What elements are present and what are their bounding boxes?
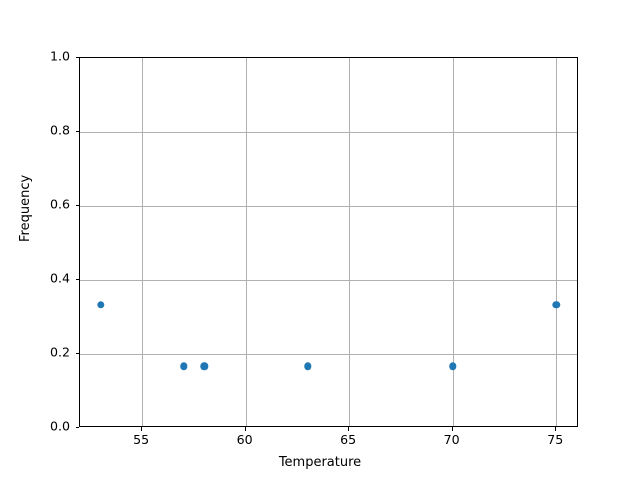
gridline-vertical xyxy=(142,58,144,426)
gridline-vertical xyxy=(349,58,351,426)
plot-axes xyxy=(79,57,578,427)
gridline-vertical xyxy=(556,58,558,426)
scatter-point xyxy=(304,362,312,370)
gridline-vertical xyxy=(452,58,454,426)
y-tick-mark xyxy=(75,205,79,206)
y-tick-label: 0.4 xyxy=(49,270,70,286)
scatter-point xyxy=(97,301,105,309)
gridline-vertical xyxy=(245,58,247,426)
y-tick-label: 1.0 xyxy=(49,48,70,64)
x-tick-label: 65 xyxy=(340,432,357,447)
gridline-horizontal xyxy=(80,354,577,355)
x-tick-mark xyxy=(451,427,453,431)
scatter-point xyxy=(200,362,208,370)
x-tick-label: 75 xyxy=(547,432,564,447)
x-tick-label: 55 xyxy=(133,432,150,447)
x-tick-mark xyxy=(348,427,350,431)
y-tick-mark xyxy=(75,427,79,428)
x-tick-mark xyxy=(141,427,143,431)
scatter-point xyxy=(179,362,188,370)
y-tick-label: 0.8 xyxy=(49,122,70,138)
scatter-point xyxy=(552,301,560,309)
x-tick-label: 60 xyxy=(236,432,253,447)
y-tick-mark xyxy=(75,279,79,280)
gridline-horizontal xyxy=(80,206,577,207)
y-tick-label: 0.0 xyxy=(49,418,70,434)
y-axis-label: Frequency xyxy=(18,174,33,242)
y-tick-label: 0.6 xyxy=(49,196,70,212)
x-tick-mark xyxy=(555,427,557,431)
y-tick-mark xyxy=(75,57,79,58)
y-tick-label: 0.2 xyxy=(49,344,70,360)
gridline-horizontal xyxy=(80,280,577,281)
x-tick-label: 70 xyxy=(443,432,460,447)
x-axis-label: Temperature xyxy=(278,455,362,470)
x-tick-mark xyxy=(244,427,246,431)
y-tick-mark xyxy=(75,353,79,354)
y-tick-mark xyxy=(75,131,79,132)
scatter-point xyxy=(448,362,457,370)
gridline-horizontal xyxy=(80,132,577,133)
